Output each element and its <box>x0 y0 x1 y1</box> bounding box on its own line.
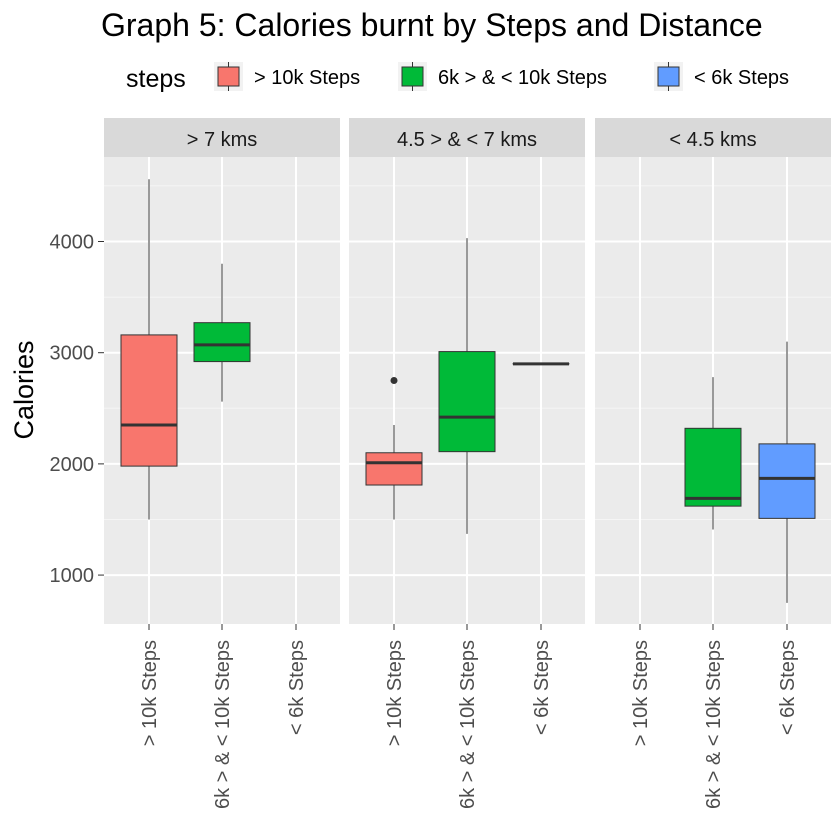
box <box>365 376 423 520</box>
box-body <box>120 334 178 467</box>
x-tick-label: < 6k Steps <box>531 640 553 735</box>
y-axis-title: Calories <box>9 340 39 439</box>
y-axis: 1000 2000 3000 4000 <box>50 232 104 587</box>
y-tick-label: 3000 <box>50 343 95 365</box>
outlier-point <box>390 376 398 384</box>
box <box>684 377 742 530</box>
x-tick-label: 6k > & < 10k Steps <box>212 640 234 809</box>
legend: > 10k Steps 6k > & < 10k Steps < 6k Steps <box>214 62 789 91</box>
box <box>758 341 816 603</box>
legend-key-swatch <box>217 66 240 87</box>
box-body <box>684 427 742 507</box>
facet-strip <box>595 118 831 157</box>
facet-panel: > 7 kms > 10k Steps 6k > & < 10k Steps < 6k… <box>104 118 340 809</box>
box <box>193 263 251 402</box>
y-tick-label: 1000 <box>50 565 95 587</box>
facet-strip-label: 4.5 > & < 7 kms <box>397 129 537 151</box>
box-body <box>438 351 496 453</box>
box-body <box>758 443 816 519</box>
chart-title: Graph 5: Calories burnt by Steps and Dis… <box>101 7 763 43</box>
x-tick-label: > 10k Steps <box>384 640 406 746</box>
box-body <box>365 452 423 486</box>
x-tick-label: < 6k Steps <box>286 640 308 735</box>
x-tick-label: 6k > & < 10k Steps <box>457 640 479 809</box>
box <box>438 238 496 534</box>
y-tick-label: 2000 <box>50 454 95 476</box>
x-tick-label: > 10k Steps <box>630 640 652 746</box>
legend-title: steps <box>126 65 186 93</box>
legend-label: > 10k Steps <box>254 67 360 89</box>
facet-panel: < 4.5 kms > 10k Steps 6k > & < 10k Steps < … <box>595 118 831 809</box>
facet-strip <box>349 118 585 157</box>
legend-key-swatch <box>401 66 424 87</box>
x-tick-label: < 6k Steps <box>777 640 799 735</box>
legend-label: < 6k Steps <box>694 67 789 89</box>
facet-panels: > 7 kms > 10k Steps 6k > & < 10k Steps < 6k… <box>104 118 831 809</box>
facet-strip-label: > 7 kms <box>187 129 258 151</box>
facet-panel: 4.5 > & < 7 kms > 10k Steps 6k > & < 10k S… <box>349 118 585 809</box>
legend-label: 6k > & < 10k Steps <box>438 67 607 89</box>
legend-key-swatch <box>657 66 680 87</box>
facet-strip-label: < 4.5 kms <box>669 129 756 151</box>
box-body <box>193 322 251 363</box>
x-tick-label: 6k > & < 10k Steps <box>703 640 725 809</box>
box <box>120 179 178 520</box>
facet-strip <box>104 118 340 157</box>
x-tick-label: > 10k Steps <box>139 640 161 746</box>
y-tick-label: 4000 <box>50 232 95 254</box>
